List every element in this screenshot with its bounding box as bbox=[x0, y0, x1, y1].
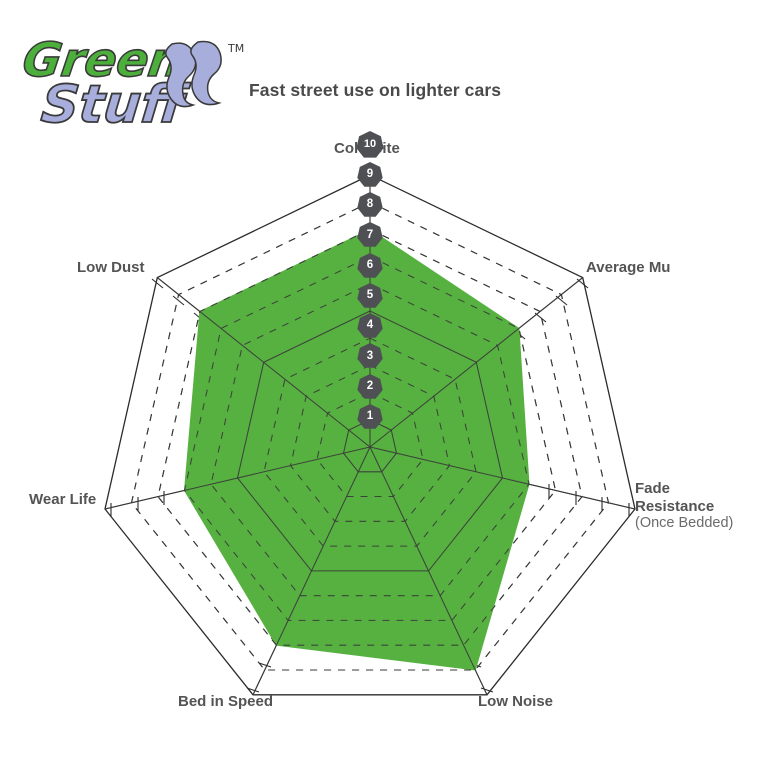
grid-ring-10 bbox=[104, 174, 636, 696]
badge-shape bbox=[357, 282, 383, 308]
grid-overlay-ring-5 bbox=[236, 310, 504, 572]
axis-label-low-dust: Low Dust bbox=[77, 259, 145, 276]
scale-badge-3: 3 bbox=[357, 343, 383, 369]
spoke-overlay bbox=[369, 277, 584, 448]
badge-label: 6 bbox=[366, 258, 374, 271]
spoke-overlay bbox=[369, 446, 488, 696]
spoke-overlay bbox=[369, 446, 636, 510]
axis-label-bed-in-speed: Bed in Speed bbox=[178, 693, 274, 710]
axis-label-wear-life: Wear Life bbox=[29, 491, 97, 508]
grid-overlay-ring-6 bbox=[210, 283, 530, 597]
radar-spokes-overlay bbox=[104, 175, 636, 696]
tick-mark bbox=[151, 278, 164, 289]
logo-text-green: Green bbox=[22, 33, 186, 88]
chart-title: Fast street use on lighter cars bbox=[249, 80, 502, 100]
badge-label: 1 bbox=[366, 410, 374, 423]
tick-mark bbox=[258, 662, 272, 668]
greenstuff-logo: Green Stuff TM bbox=[22, 26, 247, 136]
badge-label: 9 bbox=[366, 168, 374, 181]
badge-shape bbox=[357, 192, 383, 217]
scale-badge-9: 9 bbox=[357, 162, 383, 188]
scale-badge-6: 6 bbox=[357, 252, 383, 279]
axis-label-low-noise: Low Noise bbox=[478, 693, 554, 710]
badge-shape bbox=[357, 403, 383, 429]
badge-label: 3 bbox=[366, 349, 374, 362]
logo-flourish bbox=[165, 40, 222, 108]
scale-badge-4: 4 bbox=[357, 313, 383, 339]
badge-label: 4 bbox=[366, 319, 374, 332]
scale-badge-7: 7 bbox=[357, 222, 383, 248]
spoke-overlay bbox=[156, 277, 371, 448]
scale-badge-2: 2 bbox=[357, 373, 383, 400]
spoke-overlay bbox=[104, 446, 371, 510]
badge-label: 2 bbox=[366, 379, 374, 392]
badge-shape bbox=[357, 343, 383, 369]
grid-overlay-ring-7 bbox=[183, 256, 557, 621]
badge-label: 5 bbox=[366, 289, 374, 302]
badge-label: 8 bbox=[366, 198, 374, 211]
tick-mark bbox=[480, 687, 494, 693]
badge-shape bbox=[357, 222, 383, 248]
badge-shape bbox=[357, 252, 383, 278]
axis-label-fade-resistance-sub: (Once Bedded) bbox=[635, 515, 734, 532]
grid-overlay-ring-8 bbox=[157, 228, 583, 646]
scale-badge-10: 10 bbox=[356, 130, 384, 159]
axis-label-fade-resistance: Fade Resistance (Once Bedded) bbox=[635, 480, 733, 532]
grid-overlay-ring-9 bbox=[130, 201, 610, 671]
badge-shape bbox=[356, 130, 384, 158]
logo-artwork: Green Stuff TM bbox=[22, 32, 244, 135]
badge-shape bbox=[357, 162, 383, 187]
tick-mark bbox=[246, 687, 260, 693]
scale-badge-5: 5 bbox=[357, 282, 383, 309]
badge-shape bbox=[357, 313, 383, 338]
badge-label: 10 bbox=[363, 138, 377, 151]
grid-overlay-ring-1 bbox=[342, 419, 398, 473]
badge-shape bbox=[357, 373, 383, 399]
scale-badge-1: 1 bbox=[357, 403, 383, 430]
grid-overlay-ring-4 bbox=[263, 337, 477, 547]
logo-trademark: TM bbox=[227, 42, 244, 55]
scale-badge-8: 8 bbox=[357, 192, 383, 218]
tick-mark bbox=[172, 295, 185, 306]
spoke-overlay bbox=[252, 446, 371, 696]
axis-label-fade-resistance-main: Fade Resistance bbox=[635, 480, 715, 515]
badge-label: 7 bbox=[366, 228, 374, 241]
axis-label-average-mu: Average Mu bbox=[586, 259, 671, 276]
radar-grid-overlay bbox=[130, 201, 610, 671]
